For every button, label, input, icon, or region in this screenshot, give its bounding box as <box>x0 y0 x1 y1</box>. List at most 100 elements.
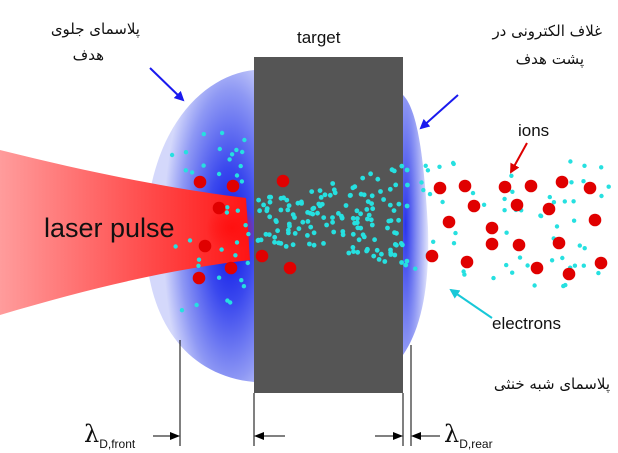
electron <box>317 188 323 194</box>
electron <box>389 167 395 173</box>
ion <box>276 174 290 188</box>
ion <box>552 236 566 250</box>
electron <box>392 242 398 247</box>
electron <box>256 197 261 203</box>
electron <box>258 237 264 243</box>
electron <box>379 251 384 257</box>
electron <box>300 219 306 225</box>
electron <box>352 184 358 190</box>
electron <box>425 168 431 173</box>
electron <box>358 211 363 217</box>
electron <box>246 231 251 237</box>
electron <box>569 180 574 185</box>
electron <box>268 194 274 200</box>
electron <box>547 194 552 200</box>
electron <box>375 176 381 182</box>
ion <box>485 221 499 235</box>
lambda-rear-symbol: λ <box>444 420 460 448</box>
electron <box>173 244 178 249</box>
electron <box>368 217 374 223</box>
electron <box>372 237 377 243</box>
ion <box>283 261 297 275</box>
electron <box>385 225 390 231</box>
electron <box>405 182 410 188</box>
electron <box>227 157 232 162</box>
ion <box>594 256 608 270</box>
electron <box>371 253 377 259</box>
electron <box>187 238 193 243</box>
electron <box>216 275 222 280</box>
front-plasma-arrow-icon <box>149 67 185 102</box>
electron <box>481 202 487 207</box>
ion <box>192 271 206 285</box>
electron <box>572 263 578 268</box>
electron <box>387 202 393 208</box>
electron <box>387 186 393 192</box>
electron <box>364 247 370 253</box>
electron <box>491 275 496 281</box>
electron <box>437 164 442 169</box>
target-label: target <box>297 28 341 47</box>
ions-label: ions <box>518 121 550 140</box>
electron <box>581 263 586 268</box>
electron <box>510 270 515 275</box>
electron <box>286 203 292 209</box>
electron <box>278 241 284 246</box>
ion <box>510 198 524 212</box>
electron <box>413 266 418 271</box>
electron <box>581 179 586 184</box>
electron <box>278 207 284 213</box>
electron <box>340 232 346 238</box>
electron <box>517 255 523 260</box>
electron <box>305 233 310 238</box>
electron <box>365 216 370 222</box>
electron <box>292 231 298 236</box>
electron <box>331 187 337 193</box>
ion <box>498 180 512 194</box>
electron <box>403 262 409 268</box>
electron <box>462 272 467 277</box>
electron <box>423 163 428 168</box>
electron <box>285 227 291 233</box>
electron <box>368 171 373 177</box>
electron <box>219 247 224 252</box>
electron <box>234 147 239 153</box>
electron <box>453 230 458 236</box>
electron <box>196 257 202 262</box>
electron <box>370 206 376 212</box>
electron <box>568 159 573 164</box>
electron <box>290 242 296 248</box>
ion <box>583 181 597 195</box>
electron <box>330 181 336 186</box>
ion <box>460 255 474 269</box>
electron <box>322 192 328 198</box>
electron <box>382 259 388 264</box>
electron <box>348 192 353 198</box>
electron <box>360 175 366 181</box>
ion <box>485 237 499 251</box>
electron <box>235 208 240 213</box>
electron <box>504 262 509 268</box>
electron <box>273 218 279 223</box>
electron <box>234 173 240 178</box>
electron <box>374 247 380 253</box>
electron <box>243 223 248 228</box>
electron <box>295 200 301 206</box>
electron <box>239 179 245 184</box>
electron <box>538 213 543 218</box>
electron <box>361 234 367 240</box>
electron <box>399 163 405 169</box>
electron <box>229 152 235 157</box>
electron <box>504 230 509 235</box>
ion <box>512 238 526 252</box>
electron <box>283 244 289 249</box>
electron <box>549 258 555 263</box>
electron <box>305 219 311 224</box>
electron <box>351 249 356 255</box>
electron <box>272 239 277 245</box>
electron <box>275 228 280 234</box>
electron <box>354 220 360 226</box>
electron <box>450 160 456 166</box>
ion <box>433 181 447 195</box>
